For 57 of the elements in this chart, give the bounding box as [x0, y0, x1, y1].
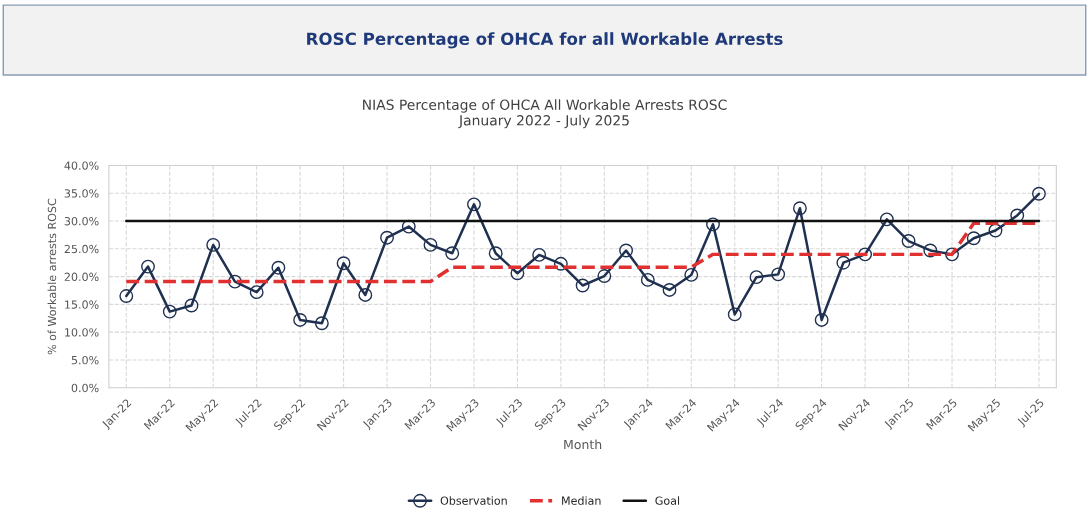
- point: [488, 246, 503, 261]
- point: [901, 234, 916, 248]
- y-axis-title: % of Workable arrests ROSC: [47, 198, 57, 355]
- y-tick-label: 15.0%: [65, 300, 99, 309]
- point: [858, 247, 873, 262]
- point: [966, 231, 981, 246]
- point: [684, 267, 699, 282]
- point: [945, 247, 959, 262]
- point: [662, 282, 677, 297]
- legend-label: Observation: [440, 496, 507, 505]
- point: [553, 256, 568, 271]
- point: [792, 201, 807, 216]
- point: [358, 287, 373, 302]
- point: [293, 313, 308, 327]
- point: [575, 278, 590, 293]
- y-tick-label: 20.0%: [64, 272, 99, 281]
- y-tick-label: 30.0%: [64, 216, 99, 226]
- y-tick-label: 40.0%: [64, 161, 99, 170]
- y-tick-label: 10.0%: [65, 328, 99, 337]
- chart-subtitle: NIAS Percentage of OHCA All Workable Arrests ROSC January 2022 - July 2025: [363, 99, 727, 129]
- point: [380, 230, 394, 245]
- point: [532, 247, 547, 262]
- point: [423, 237, 438, 252]
- point: [119, 289, 134, 303]
- point: [206, 237, 221, 252]
- y-tick-label: 25.0%: [64, 244, 99, 254]
- point: [640, 272, 655, 287]
- point: [271, 260, 286, 275]
- point: [467, 197, 481, 212]
- point: [749, 270, 764, 285]
- point: [401, 219, 416, 234]
- point: [771, 267, 786, 282]
- point: [619, 243, 634, 258]
- point: [706, 217, 720, 232]
- chart-title: ROSC Percentage of OHCA for all Workable Arrests: [307, 32, 783, 49]
- point: [727, 307, 742, 322]
- point: [923, 243, 938, 258]
- x-axis-title: Month: [564, 439, 602, 450]
- y-tick-label: 35.0%: [64, 189, 99, 198]
- y-tick-label: 5.0%: [71, 355, 99, 365]
- legend-label: Goal: [655, 496, 680, 505]
- point: [836, 255, 851, 270]
- point: [445, 246, 460, 261]
- point: [988, 223, 1003, 238]
- point: [227, 274, 242, 289]
- point: [336, 256, 351, 271]
- point: [249, 285, 264, 300]
- point: [1032, 186, 1046, 201]
- y-tick-label: 0.0%: [71, 383, 99, 393]
- point: [162, 304, 177, 319]
- point: [314, 316, 329, 331]
- legend-label: Median: [562, 496, 601, 505]
- point: [184, 298, 199, 313]
- point: [141, 259, 155, 274]
- point: [597, 269, 612, 283]
- point: [814, 313, 829, 327]
- point: [879, 212, 894, 227]
